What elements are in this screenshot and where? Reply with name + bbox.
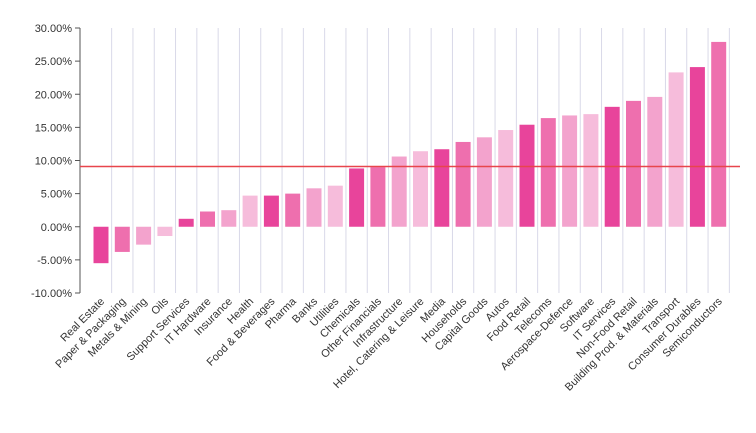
bar	[562, 115, 578, 227]
bar	[668, 72, 684, 227]
y-tick-label: 15.00%	[35, 122, 73, 134]
bar	[413, 151, 428, 227]
bars	[93, 41, 727, 264]
bar	[285, 193, 301, 227]
y-axis: 30.00% 25.00% 20.00% 15.00% 10.00% 5.00% 0.00%…	[31, 23, 81, 300]
bar	[157, 226, 173, 237]
bar	[711, 41, 727, 227]
bar	[519, 124, 535, 227]
bar	[136, 226, 152, 245]
bar	[476, 137, 492, 227]
y-tick-label: 30.00%	[35, 23, 73, 35]
gridlines	[111, 28, 730, 293]
y-tick-label: 10.00%	[35, 156, 73, 168]
bar	[263, 195, 279, 227]
bar	[178, 218, 194, 227]
bar	[349, 168, 365, 227]
bar	[434, 149, 450, 227]
bar	[306, 188, 322, 227]
y-tick-label: 25.00%	[35, 56, 73, 68]
y-tick-label: 0.00%	[41, 222, 72, 234]
bar	[498, 130, 514, 227]
y-tick-label: 20.00%	[35, 89, 73, 101]
bar	[93, 226, 109, 264]
y-tick-label: -10.00%	[31, 288, 72, 300]
bar	[200, 211, 215, 227]
y-tick-label: 5.00%	[41, 189, 72, 201]
bar	[370, 167, 386, 227]
bar	[626, 100, 641, 227]
bar	[242, 195, 258, 227]
bar	[540, 118, 556, 227]
bar	[221, 210, 237, 227]
bar	[689, 67, 705, 227]
bar	[455, 141, 471, 227]
bar	[647, 96, 663, 227]
bar	[583, 114, 599, 227]
bar	[327, 185, 343, 227]
bar	[391, 156, 407, 227]
bar	[114, 226, 130, 252]
y-tick-label: -5.00%	[37, 255, 72, 267]
